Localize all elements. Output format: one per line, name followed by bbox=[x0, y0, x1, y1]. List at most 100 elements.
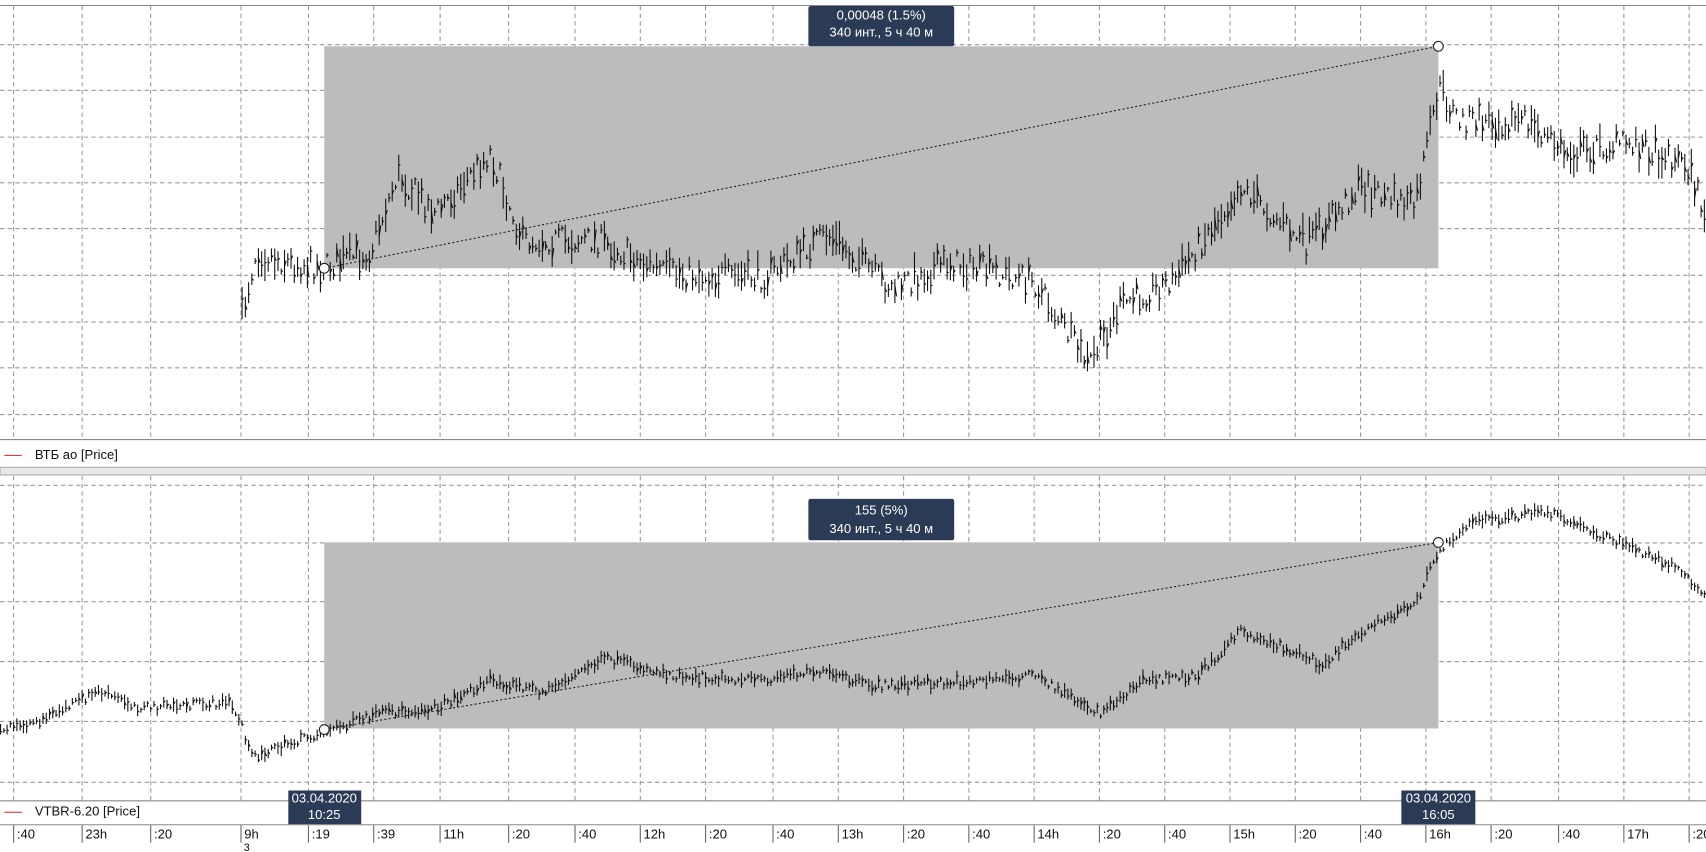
price-tick bbox=[375, 710, 378, 713]
price-tick bbox=[1648, 155, 1652, 164]
price-tick bbox=[444, 698, 447, 702]
price-tick bbox=[551, 685, 555, 688]
price-tick bbox=[822, 669, 825, 672]
price-tick bbox=[914, 679, 917, 683]
price-tick bbox=[714, 282, 718, 291]
price-tick bbox=[1393, 616, 1397, 620]
price-tick bbox=[1380, 620, 1384, 623]
measure-badge: 0,00048 (1.5%) 340 инт., 5 ч 40 м bbox=[808, 6, 955, 47]
price-tick bbox=[1576, 156, 1580, 160]
price-tick bbox=[590, 248, 594, 251]
price-tick bbox=[685, 675, 689, 680]
price-tick bbox=[1080, 338, 1084, 342]
measure-handle[interactable] bbox=[318, 724, 330, 735]
price-tick bbox=[1674, 565, 1678, 568]
measure-area[interactable] bbox=[324, 542, 1439, 729]
price-tick bbox=[949, 682, 953, 686]
price-tick bbox=[1469, 110, 1472, 113]
price-tick bbox=[1439, 549, 1443, 552]
price-tick bbox=[574, 674, 578, 678]
price-tick bbox=[1331, 203, 1335, 206]
price-tick bbox=[430, 707, 434, 710]
price-tick bbox=[1175, 674, 1178, 677]
price-tick bbox=[362, 718, 365, 722]
price-tick bbox=[283, 260, 287, 267]
legend-label[interactable]: ВТБ ао [Price] bbox=[35, 447, 118, 462]
price-tick bbox=[1351, 193, 1355, 204]
price-tick bbox=[695, 675, 698, 678]
price-tick bbox=[1090, 354, 1093, 357]
price-tick bbox=[13, 725, 16, 729]
price-tick bbox=[1073, 700, 1077, 704]
price-tick bbox=[1475, 123, 1479, 131]
price-tick bbox=[773, 677, 776, 679]
price-tick bbox=[424, 708, 428, 713]
price-tick bbox=[956, 675, 959, 678]
price-tick bbox=[42, 715, 46, 720]
price-tick bbox=[597, 252, 600, 255]
legend-label[interactable]: VTBR-6.20 [Price] bbox=[35, 804, 140, 819]
price-tick bbox=[310, 250, 313, 252]
price-tick bbox=[1100, 325, 1103, 331]
price-tick bbox=[897, 687, 901, 690]
measure-handle[interactable] bbox=[1432, 536, 1444, 548]
price-tick bbox=[1018, 678, 1022, 683]
price-tick bbox=[633, 262, 636, 268]
price-tick bbox=[1635, 548, 1638, 554]
price-tick bbox=[1351, 638, 1354, 641]
panel-splitter[interactable] bbox=[0, 466, 1706, 476]
price-tick bbox=[264, 752, 268, 757]
price-tick bbox=[740, 277, 744, 284]
price-tick bbox=[1256, 184, 1260, 197]
price-tick bbox=[1534, 120, 1537, 124]
price-tick bbox=[512, 219, 516, 222]
price-tick bbox=[1077, 345, 1080, 351]
price-tick bbox=[587, 228, 591, 232]
price-tick bbox=[1481, 124, 1485, 131]
price-tick bbox=[1592, 159, 1596, 165]
price-tick bbox=[85, 701, 88, 704]
price-tick bbox=[352, 255, 356, 259]
price-tick bbox=[1005, 266, 1008, 270]
price-tick bbox=[1246, 635, 1250, 638]
price-tick bbox=[1152, 284, 1155, 287]
price-tick bbox=[1462, 527, 1465, 530]
price-tick bbox=[1383, 191, 1387, 201]
price-tick bbox=[496, 683, 499, 686]
price-tick bbox=[1456, 537, 1459, 539]
price-tick bbox=[728, 264, 731, 267]
price-tick bbox=[838, 673, 842, 677]
price-tick bbox=[1478, 518, 1482, 522]
price-tick bbox=[1602, 536, 1606, 540]
price-tick bbox=[365, 713, 369, 716]
measure-handle[interactable] bbox=[1432, 40, 1444, 52]
price-tick bbox=[1439, 82, 1442, 84]
measure-area[interactable] bbox=[324, 46, 1439, 269]
price-tick bbox=[561, 226, 564, 230]
price-tick bbox=[1204, 664, 1208, 667]
price-tick bbox=[421, 708, 424, 712]
price-tick bbox=[316, 260, 320, 270]
price-tick bbox=[1638, 549, 1641, 552]
price-tick bbox=[754, 284, 757, 287]
price-tick bbox=[261, 750, 264, 755]
price-tick bbox=[1625, 540, 1629, 544]
price-tick bbox=[1315, 664, 1319, 668]
price-tick bbox=[1097, 705, 1100, 708]
price-tick bbox=[1260, 635, 1263, 638]
price-tick bbox=[1207, 227, 1211, 231]
badge-bg bbox=[808, 498, 955, 541]
measure-handle[interactable] bbox=[318, 262, 330, 274]
price-tick bbox=[786, 672, 790, 676]
price-tick bbox=[261, 264, 264, 267]
price-tick bbox=[1162, 681, 1165, 684]
price-tick bbox=[1012, 285, 1015, 287]
price-tick bbox=[793, 668, 796, 671]
price-tick bbox=[692, 277, 695, 281]
price-tick bbox=[1397, 203, 1400, 206]
price-tick bbox=[1527, 509, 1531, 512]
price-tick bbox=[548, 250, 551, 252]
price-tick bbox=[1615, 130, 1619, 138]
price-tick bbox=[1651, 160, 1654, 163]
price-tick bbox=[607, 241, 610, 247]
